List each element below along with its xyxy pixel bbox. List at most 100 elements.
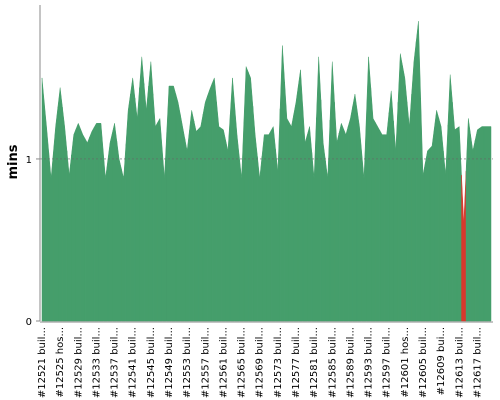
x-tick-label: #12537 buil... bbox=[110, 327, 121, 398]
area-segment bbox=[325, 120, 331, 322]
area-segment bbox=[375, 121, 381, 322]
area-segment bbox=[216, 102, 222, 322]
x-tick-label: #12597 buil... bbox=[382, 327, 393, 398]
area-segment bbox=[483, 126, 489, 322]
area-segment bbox=[302, 106, 308, 322]
area-segment bbox=[161, 132, 167, 322]
area-segment bbox=[356, 110, 362, 322]
area-segment bbox=[234, 106, 240, 322]
area-segment bbox=[125, 94, 131, 322]
x-tick-label: #12525 hos... bbox=[55, 327, 66, 398]
area-segment bbox=[424, 147, 431, 322]
area-segment bbox=[316, 56, 322, 322]
area-segment bbox=[84, 136, 90, 322]
area-segment bbox=[311, 117, 317, 322]
area-segment bbox=[107, 132, 113, 322]
area-segment bbox=[307, 126, 313, 322]
x-tick-label: #12553 buil... bbox=[182, 327, 193, 398]
area-segment bbox=[112, 123, 118, 322]
area-segment bbox=[121, 144, 127, 322]
area-segment bbox=[62, 107, 68, 322]
x-tick-label: #12585 buil... bbox=[327, 327, 338, 398]
area-segment bbox=[443, 124, 449, 322]
area-segment bbox=[229, 77, 236, 322]
x-tick-label: #12549 buil... bbox=[164, 327, 175, 398]
x-tick-label: #12605 buil... bbox=[418, 327, 429, 398]
area-segment bbox=[116, 141, 122, 322]
x-tick-label: #12609 bui... bbox=[436, 327, 447, 395]
x-tick-label: #12573 buil... bbox=[273, 327, 284, 398]
area-segment bbox=[379, 129, 385, 322]
area-segment bbox=[175, 94, 181, 322]
y-axis-label: mins bbox=[6, 144, 21, 179]
area-segment bbox=[261, 134, 267, 322]
area-segment bbox=[447, 74, 453, 322]
area-segment bbox=[41, 77, 45, 322]
x-tick-label: #12541 buil... bbox=[128, 327, 139, 398]
area-segment bbox=[157, 117, 163, 322]
area-segment bbox=[252, 106, 258, 322]
x-tick-label: #12521 buil... bbox=[37, 327, 48, 398]
area-segment bbox=[193, 120, 199, 322]
area-segment bbox=[366, 56, 372, 322]
x-tick-label: #12533 buil... bbox=[91, 327, 102, 398]
area-segment bbox=[420, 98, 426, 322]
x-tick-label: #12601 hos... bbox=[400, 327, 411, 398]
area-segment bbox=[139, 56, 145, 322]
area-segment bbox=[239, 122, 245, 322]
area-segment bbox=[207, 83, 213, 322]
area-segment bbox=[53, 107, 59, 322]
area-segment bbox=[361, 117, 367, 322]
area-segment bbox=[343, 126, 349, 322]
area-segment bbox=[143, 83, 149, 322]
area-segment bbox=[75, 122, 81, 322]
y-tick-label: 0 bbox=[26, 317, 32, 328]
area-segment bbox=[248, 72, 254, 322]
area-segment bbox=[334, 102, 340, 322]
area-segment bbox=[93, 123, 99, 322]
area-segment bbox=[488, 126, 492, 322]
area-segment bbox=[370, 87, 376, 322]
area-segment bbox=[66, 150, 72, 322]
area-segment bbox=[479, 126, 485, 322]
area-segment bbox=[180, 114, 186, 322]
area-segment bbox=[438, 118, 444, 322]
area-segment bbox=[257, 156, 263, 322]
x-tick-label: #12577 buil... bbox=[291, 327, 302, 398]
area-segment bbox=[329, 61, 335, 322]
area-segment bbox=[44, 102, 50, 322]
area-segment bbox=[456, 126, 462, 322]
area-segment bbox=[470, 134, 476, 322]
area-segment bbox=[98, 123, 104, 322]
area-segment bbox=[184, 130, 190, 322]
area-segment bbox=[102, 150, 109, 322]
area-segment bbox=[57, 87, 63, 322]
area-segment bbox=[406, 94, 412, 322]
area-segment bbox=[134, 87, 140, 322]
area-segment bbox=[171, 85, 177, 322]
x-tick-label: #12557 buil... bbox=[200, 327, 211, 398]
area-segment bbox=[388, 90, 394, 322]
x-tick-label: #12561 buil... bbox=[218, 327, 229, 398]
area-segment bbox=[465, 118, 471, 322]
x-tick-label: #12569 buil... bbox=[255, 327, 266, 398]
area-segment bbox=[429, 128, 435, 322]
area-segment bbox=[148, 61, 154, 322]
area-segment bbox=[474, 127, 480, 322]
area-segment bbox=[270, 125, 276, 322]
x-tick-label: #12529 buil... bbox=[73, 327, 84, 398]
area-segment bbox=[198, 114, 204, 322]
area-segment bbox=[434, 110, 440, 322]
area-segment bbox=[202, 95, 208, 322]
x-tick-label: #12593 buil... bbox=[364, 327, 375, 398]
area-segment bbox=[411, 41, 417, 322]
y-tick-label: 1 bbox=[26, 155, 32, 166]
area-segment bbox=[384, 112, 390, 322]
area-segment bbox=[243, 66, 249, 322]
x-tick-label: #12617 buil... bbox=[472, 327, 483, 398]
area-segment bbox=[71, 128, 77, 322]
area-segment bbox=[397, 53, 403, 322]
area-segment bbox=[225, 114, 231, 322]
area-segment bbox=[89, 126, 95, 322]
